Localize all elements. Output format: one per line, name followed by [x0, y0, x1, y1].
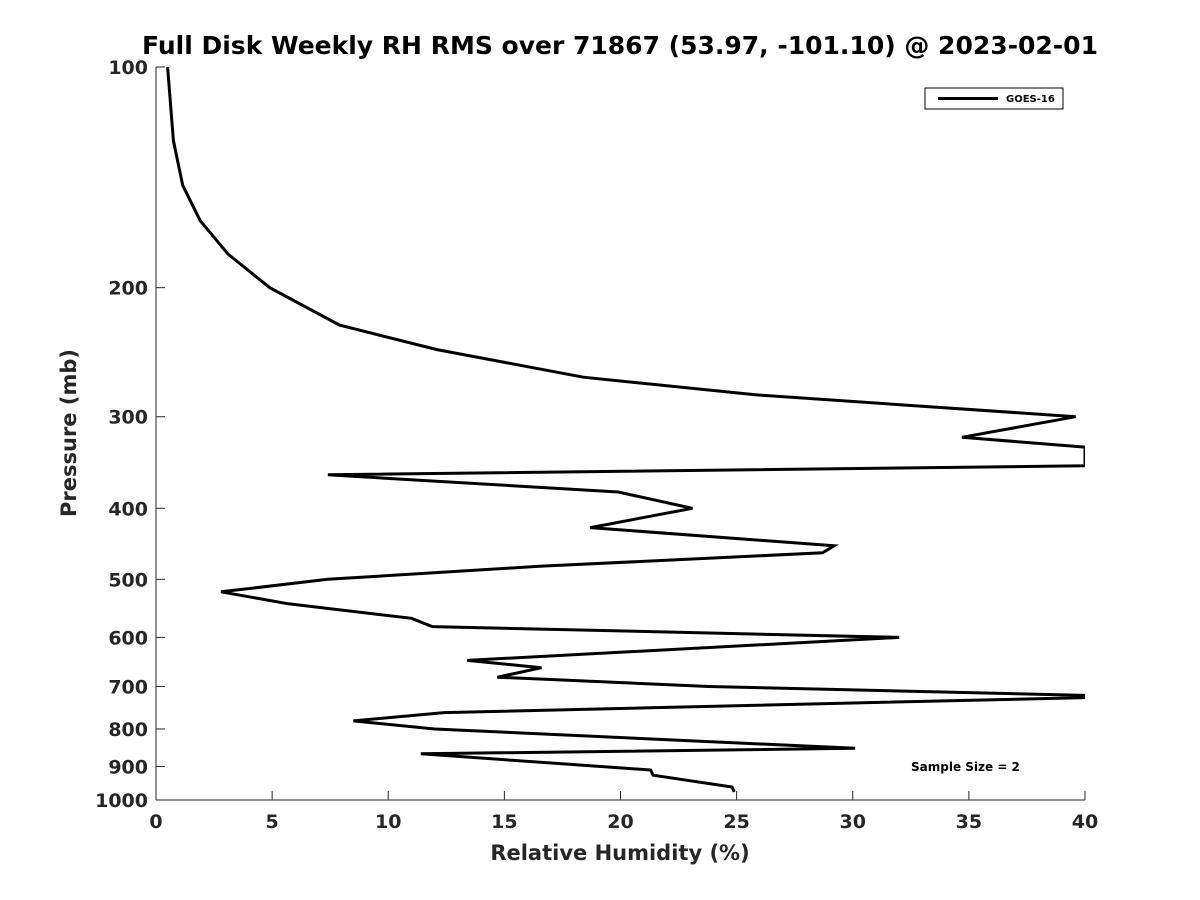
- y-tick-label: 800: [108, 719, 148, 741]
- x-tick-label: 25: [723, 811, 749, 833]
- x-tick-label: 15: [491, 811, 517, 833]
- x-tick-label: 5: [266, 811, 279, 833]
- legend-label-goes-16: GOES-16: [1006, 94, 1055, 105]
- chart-title: Full Disk Weekly RH RMS over 71867 (53.9…: [142, 31, 1098, 60]
- x-tick-label: 0: [149, 811, 162, 833]
- legend: GOES-16: [924, 87, 1064, 110]
- y-tick-label: 900: [108, 756, 148, 778]
- x-tick-label: 10: [375, 811, 401, 833]
- y-tick-label: 100: [108, 57, 148, 79]
- y-axis: 100 200 300 400 500 600 700 800 900 1000: [95, 57, 165, 812]
- x-tick-label: 20: [607, 811, 633, 833]
- x-tick-label: 40: [1072, 811, 1098, 833]
- y-tick-label: 200: [108, 278, 148, 300]
- plot-area: [166, 67, 1085, 793]
- x-axis-label: Relative Humidity (%): [490, 841, 749, 865]
- y-tick-label: 300: [108, 407, 148, 429]
- x-axis: 0 5 10 15 20 25 30 35 40: [149, 791, 1098, 833]
- x-tick-label: 35: [956, 811, 982, 833]
- x-tick-label: 30: [840, 811, 866, 833]
- sample-size-annotation: Sample Size = 2: [911, 760, 1020, 774]
- y-tick-label: 400: [108, 498, 148, 520]
- y-tick-label: 700: [108, 676, 148, 698]
- series-line-goes-16: [166, 67, 1085, 793]
- y-tick-label: 500: [108, 569, 148, 591]
- y-tick-label: 600: [108, 627, 148, 649]
- y-tick-label: 1000: [95, 790, 148, 812]
- y-axis-label: Pressure (mb): [57, 349, 81, 517]
